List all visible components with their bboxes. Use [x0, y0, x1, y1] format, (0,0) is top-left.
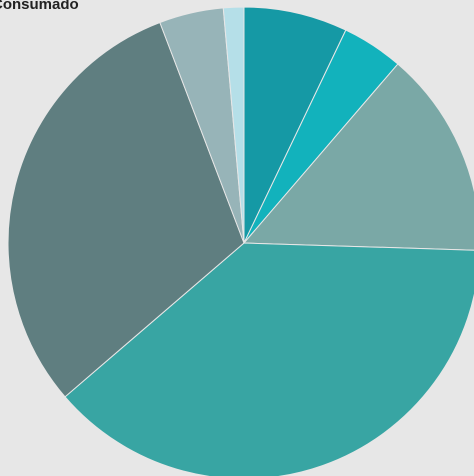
pie-slice-4	[64, 242, 474, 476]
chart-title: Consumado	[0, 0, 79, 13]
pie-slice-3	[242, 63, 474, 251]
pie-slice-7	[222, 6, 245, 244]
pie-slice-5	[7, 21, 245, 398]
pie-slice-1	[243, 6, 347, 244]
